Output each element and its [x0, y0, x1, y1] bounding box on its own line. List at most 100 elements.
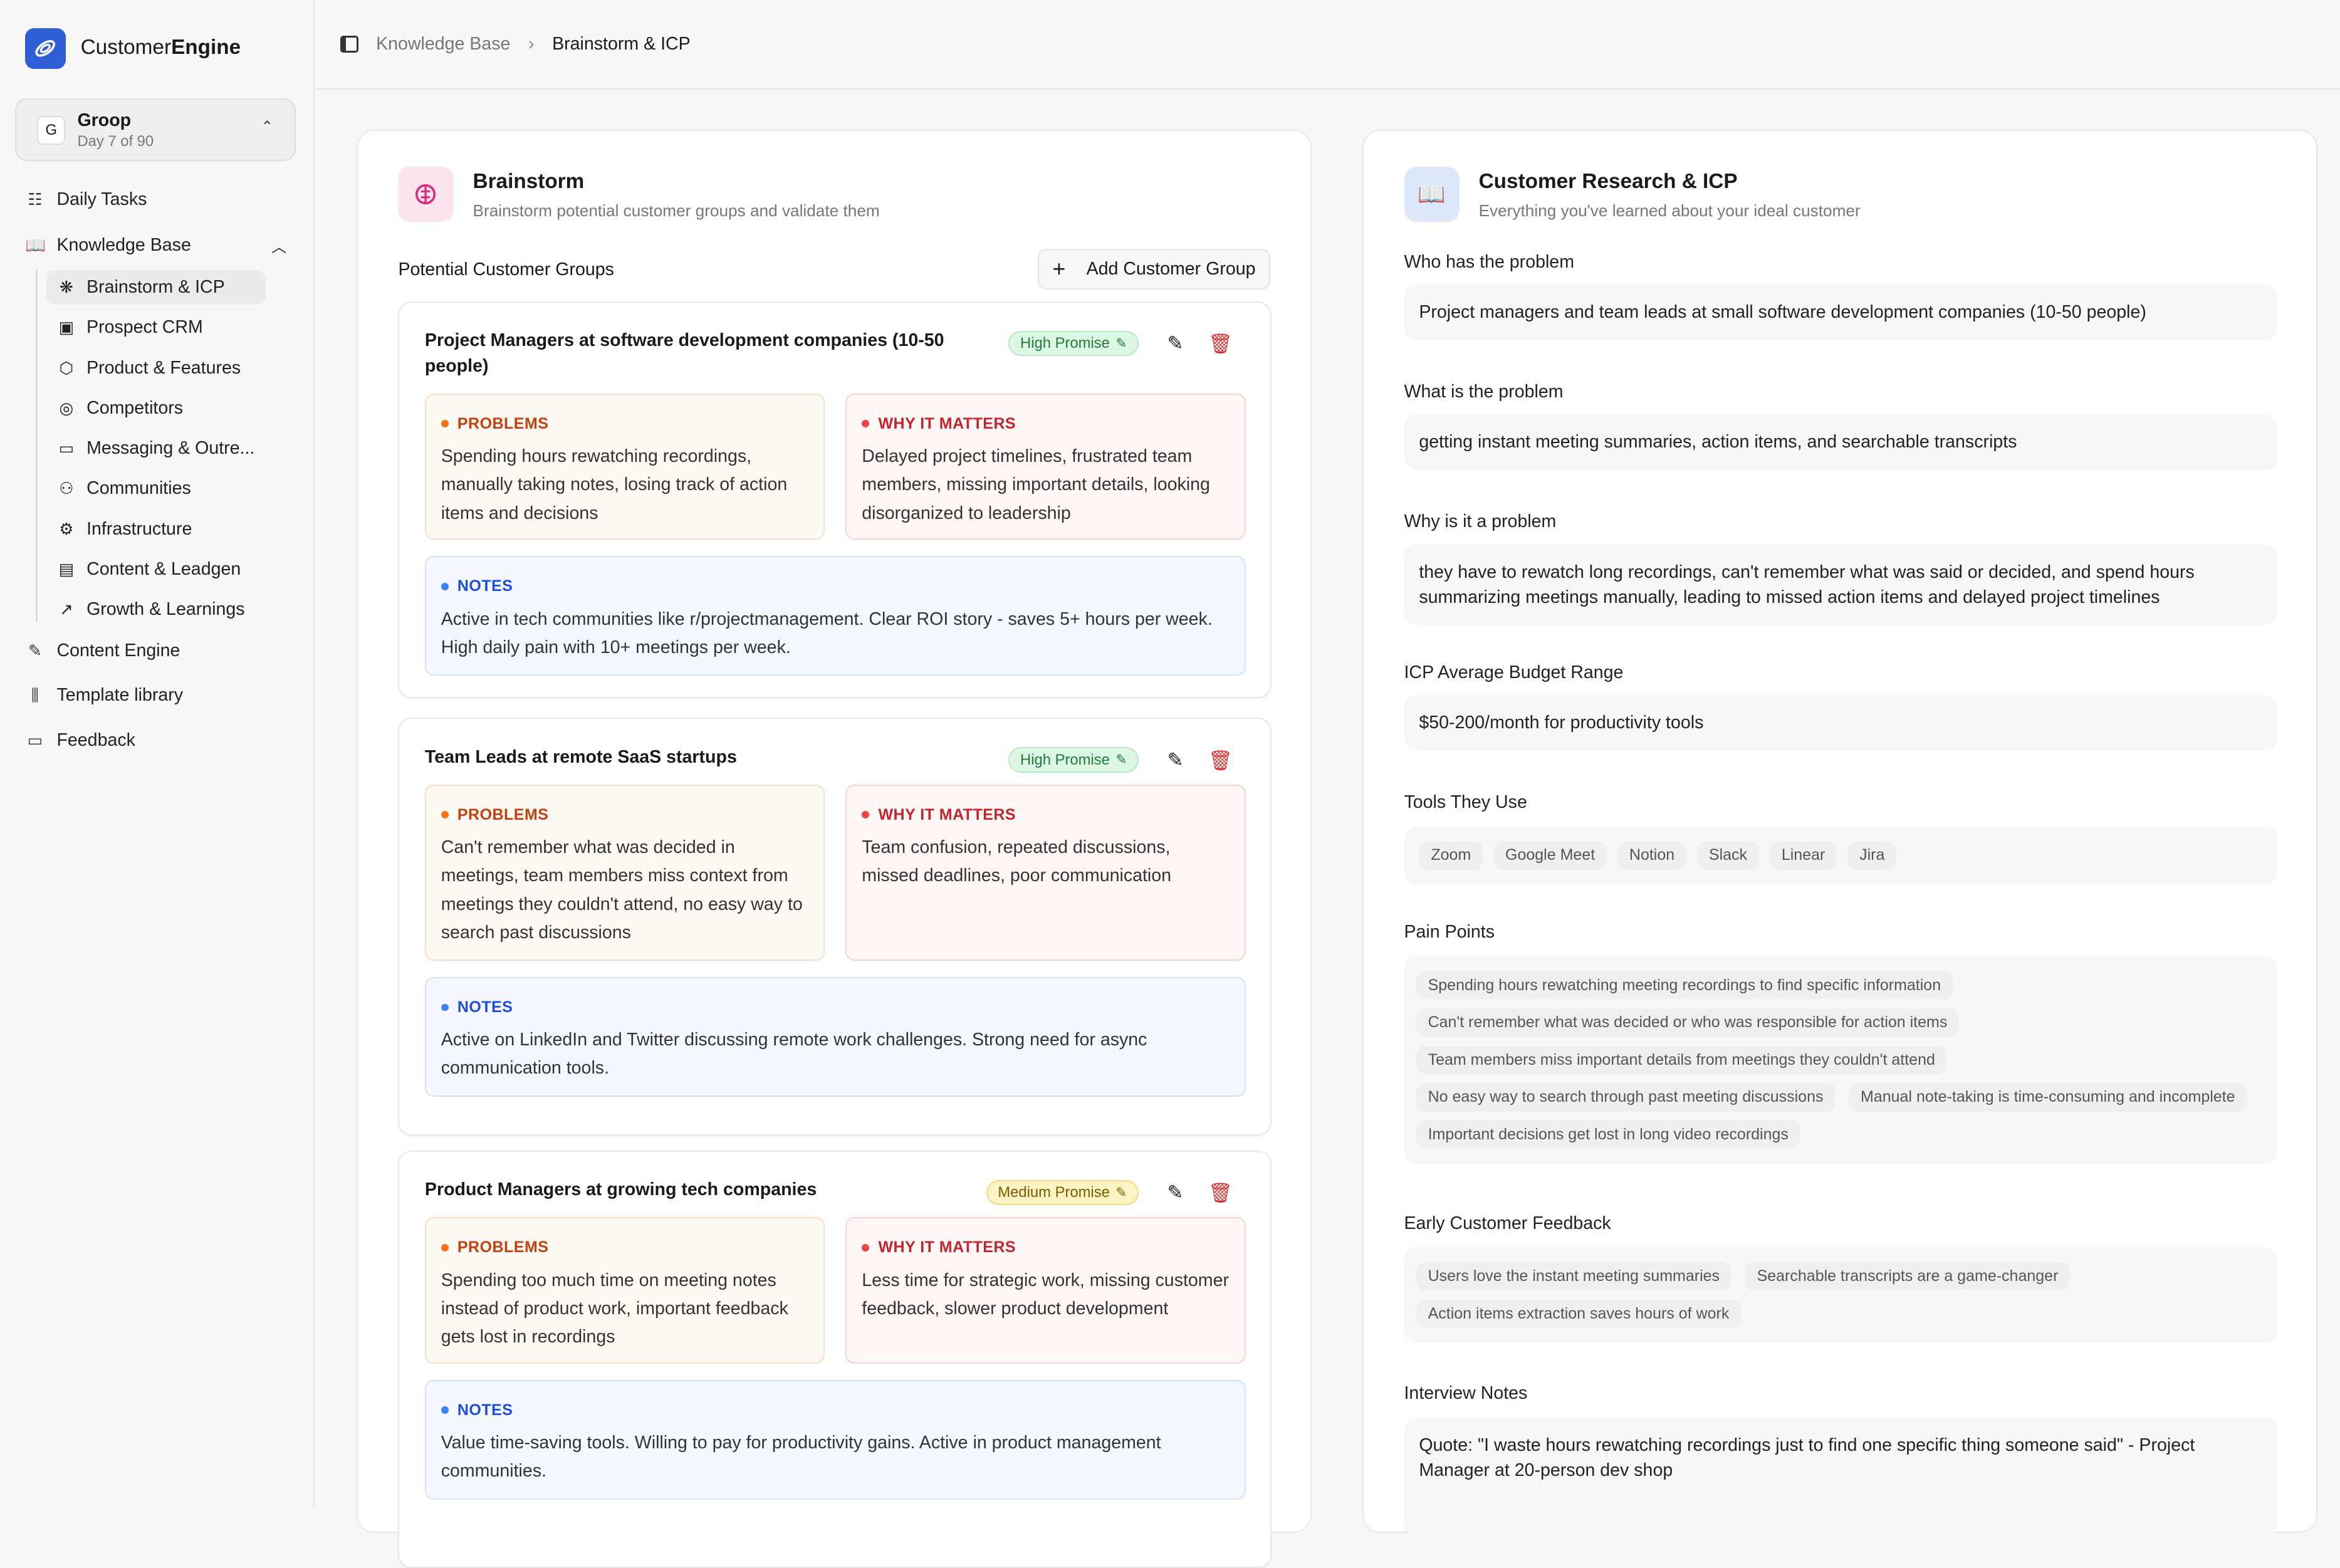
- sidebar-item-competitors[interactable]: ◎ Competitors: [46, 391, 266, 426]
- group-title: Team Leads at remote SaaS startups: [424, 746, 737, 767]
- add-customer-group-button[interactable]: + Add Customer Group: [1038, 249, 1270, 290]
- users-icon: ⚇: [59, 479, 74, 498]
- group-title: Product Managers at growing tech compani…: [424, 1179, 817, 1200]
- sidebar-item-template-library[interactable]: ⫼ Template library: [25, 685, 183, 706]
- problems-box: PROBLEMS Spending too much time on meetin…: [424, 1217, 825, 1364]
- sidebar-item-infrastructure[interactable]: ⚙ Infrastructure: [46, 512, 266, 546]
- why-text: Delayed project timelines, frustrated te…: [862, 446, 1210, 523]
- notes-text: Value time-saving tools. Willing to pay …: [441, 1433, 1161, 1482]
- promise-badge[interactable]: High Promise ✎: [1008, 330, 1139, 357]
- pain-point-chip: Team members miss important details from…: [1416, 1045, 1947, 1075]
- notes-box: NOTES Value time-saving tools. Willing to…: [424, 1380, 1246, 1500]
- edit-pencil-icon[interactable]: ✎: [1167, 1181, 1184, 1204]
- promise-label: High Promise: [1020, 751, 1110, 768]
- message-square-icon: ▭: [27, 730, 43, 750]
- label-text: WHY IT MATTERS: [878, 414, 1016, 432]
- sidebar-item-messaging-outre[interactable]: ▭ Messaging & Outre...: [46, 431, 266, 466]
- sidebar-item-label: Feedback: [56, 729, 135, 750]
- label-text: NOTES: [457, 998, 513, 1016]
- sidebar-item-content-leadgen[interactable]: ▤ Content & Leadgen: [46, 552, 266, 587]
- pain-point-chip: Can't remember what was decided or who w…: [1416, 1008, 1960, 1037]
- problems-text: Can't remember what was decided in meeti…: [441, 837, 803, 943]
- sidebar-item-communities[interactable]: ⚇ Communities: [46, 472, 266, 506]
- sidebar-item-label: Product & Features: [86, 357, 241, 378]
- why-box: WHY IT MATTERS Less time for strategic wo…: [845, 1217, 1246, 1364]
- section-title: Potential Customer Groups: [398, 259, 614, 280]
- box-label: PROBLEMS: [441, 1233, 809, 1262]
- box-label: NOTES: [441, 572, 1230, 600]
- why-field[interactable]: they have to rewatch long recordings, ca…: [1404, 544, 2277, 625]
- why-box: WHY IT MATTERS Delayed project timelines,…: [845, 393, 1246, 540]
- customer-group-card: Product Managers at growing tech compani…: [398, 1150, 1272, 1568]
- workspace-switcher[interactable]: G Groop Day 7 of 90 ⌃: [14, 98, 296, 162]
- pain-point-chip: Important decisions get lost in long vid…: [1416, 1120, 1800, 1149]
- card-subtitle: Everything you've learned about your ide…: [1478, 201, 1861, 221]
- why-text: Team confusion, repeated discussions, mi…: [862, 837, 1172, 886]
- trash-icon[interactable]: 🗑: [1208, 333, 1233, 355]
- gear-icon: ⚙: [59, 519, 74, 538]
- promise-label: High Promise: [1020, 335, 1110, 352]
- interview-field[interactable]: Quote: "I waste hours rewatching recordi…: [1404, 1417, 2277, 1537]
- sidebar: CustomerEngine G Groop Day 7 of 90 ⌃ ☷ Da…: [0, 0, 315, 1508]
- sidebar-item-knowledge-base[interactable]: 📖 Knowledge Base ︿: [25, 234, 286, 256]
- sidebar-item-brainstorm-icp[interactable]: ❋ Brainstorm & ICP: [46, 270, 266, 305]
- feedback-list: Users love the instant meeting summaries…: [1404, 1247, 2277, 1343]
- sidebar-item-label: Content & Leadgen: [86, 558, 241, 579]
- breadcrumb-parent[interactable]: Knowledge Base: [376, 33, 511, 54]
- interview-label: Interview Notes: [1404, 1383, 1528, 1404]
- edit-pencil-icon[interactable]: ✎: [1167, 748, 1184, 771]
- dot-icon: [862, 811, 870, 819]
- book-open-icon: 📖: [25, 235, 46, 254]
- budget-label: ICP Average Budget Range: [1404, 662, 1624, 682]
- budget-field[interactable]: $50-200/month for productivity tools: [1404, 695, 2277, 751]
- sidebar-item-feedback[interactable]: ▭ Feedback: [25, 730, 135, 751]
- dot-icon: [441, 811, 449, 819]
- box-label: NOTES: [441, 1396, 1230, 1424]
- pain-points-list: Spending hours rewatching meeting record…: [1404, 956, 2277, 1164]
- label-text: PROBLEMS: [457, 414, 549, 432]
- label-text: NOTES: [457, 577, 513, 595]
- chevrons-up-down-icon: ⌃: [261, 118, 274, 135]
- brain-icon: [398, 167, 454, 222]
- tool-chip: Slack: [1696, 841, 1760, 870]
- notes-box: NOTES Active in tech communities like r/p…: [424, 556, 1246, 676]
- dot-icon: [862, 420, 870, 428]
- pain-points-label: Pain Points: [1404, 922, 1495, 943]
- file-pen-icon: ✎: [28, 640, 42, 660]
- sidebar-item-label: Competitors: [86, 397, 184, 418]
- trash-icon[interactable]: 🗑: [1208, 1182, 1233, 1205]
- tools-label: Tools They Use: [1404, 792, 1527, 813]
- trash-icon[interactable]: 🗑: [1208, 749, 1233, 771]
- customer-group-card: Team Leads at remote SaaS startups High P…: [398, 718, 1272, 1136]
- contact-icon: ▣: [58, 318, 75, 337]
- card-title: Customer Research & ICP: [1478, 170, 1738, 194]
- pain-point-chip: No easy way to search through past meeti…: [1416, 1083, 1836, 1112]
- button-label: Add Customer Group: [1086, 258, 1256, 279]
- brand-name: CustomerEngine: [81, 36, 241, 60]
- who-field[interactable]: Project managers and team leads at small…: [1404, 285, 2277, 340]
- promise-badge[interactable]: High Promise ✎: [1008, 747, 1139, 773]
- sidebar-item-daily-tasks[interactable]: ☷ Daily Tasks: [25, 189, 147, 210]
- sidebar-item-label: Messaging & Outre...: [86, 438, 255, 459]
- edit-pencil-icon[interactable]: ✎: [1167, 332, 1184, 355]
- box-label: PROBLEMS: [441, 410, 809, 438]
- promise-badge[interactable]: Medium Promise ✎: [986, 1179, 1139, 1206]
- feedback-chip: Action items extraction saves hours of w…: [1416, 1299, 1742, 1328]
- sidebar-item-content-engine[interactable]: ✎ Content Engine: [25, 640, 180, 661]
- label-text: PROBLEMS: [457, 1238, 549, 1257]
- header: Knowledge Base › Brainstorm & ICP: [316, 0, 2340, 90]
- pencil-icon: ✎: [1115, 335, 1127, 351]
- sidebar-toggle-icon[interactable]: [340, 36, 358, 53]
- tool-chip: Jira: [1847, 841, 1897, 870]
- sidebar-item-product-features[interactable]: ⬡ Product & Features: [46, 351, 266, 385]
- notes-text: Active on LinkedIn and Twitter discussin…: [441, 1030, 1147, 1079]
- workspace-day: Day 7 of 90: [77, 132, 154, 150]
- dot-icon: [441, 1003, 449, 1011]
- dot-icon: [862, 1243, 870, 1252]
- notes-text: Active in tech communities like r/projec…: [441, 609, 1213, 657]
- tool-chip: Zoom: [1419, 841, 1483, 870]
- what-field[interactable]: getting instant meeting summaries, actio…: [1404, 414, 2277, 470]
- sidebar-item-prospect-crm[interactable]: ▣ Prospect CRM: [46, 310, 266, 345]
- box-label: WHY IT MATTERS: [862, 801, 1230, 829]
- sidebar-item-growth-learnings[interactable]: ↗ Growth & Learnings: [46, 592, 266, 627]
